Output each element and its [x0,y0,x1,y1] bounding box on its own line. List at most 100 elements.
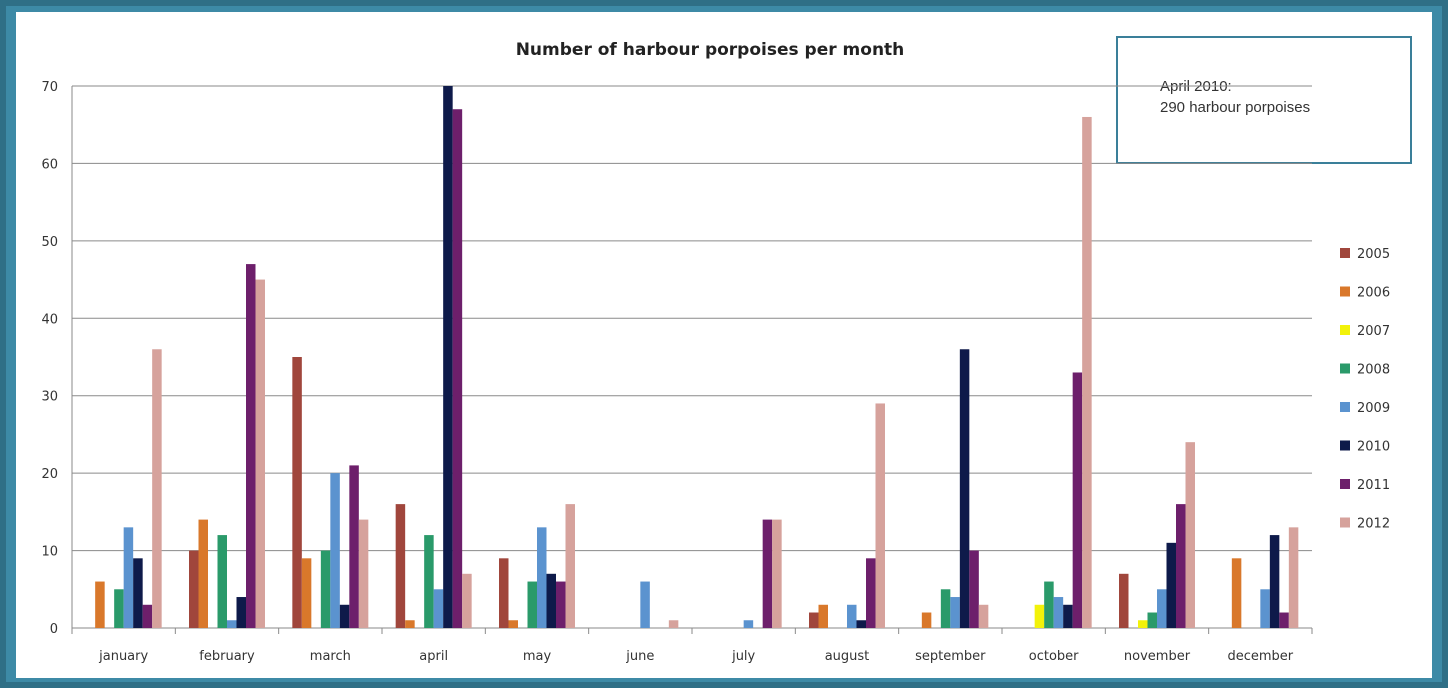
bar-2011-march [349,465,359,628]
annotation-box: April 2010: 290 harbour porpoises [1116,36,1412,164]
legend-swatch-2005 [1340,248,1350,258]
bar-2011-november [1176,504,1186,628]
legend-swatch-2006 [1340,286,1350,297]
bar-2010-october [1063,604,1073,628]
legend-swatch-2010 [1340,440,1350,451]
bar-2010-march [339,604,350,628]
bar-2008-april [424,535,434,628]
y-tick-label: 50 [41,235,58,250]
bar-2008-may [527,581,537,628]
bar-2012-october [1082,116,1092,628]
bar-2009-january [123,527,134,628]
bar-2006-may [508,620,518,628]
bar-2012-december [1288,527,1299,628]
y-tick-label: 60 [41,157,58,172]
x-tick-label: november [1124,649,1191,664]
chart-title: Number of harbour porpoises per month [515,40,905,60]
legend-label-2006: 2006 [1357,286,1390,301]
x-tick-label: september [915,649,986,664]
bar-2005-august [809,612,819,628]
legend-label-2008: 2008 [1357,363,1390,378]
legend-label-2010: 2010 [1357,440,1390,455]
bar-2010-august [856,620,866,628]
legend-swatch-2011 [1340,479,1350,489]
bar-2005-april [395,504,406,628]
bar-2010-september [959,349,970,628]
bar-2005-february [189,550,199,628]
bar-2005-march [292,357,302,628]
bar-2012-may [565,504,575,628]
legend-label-2007: 2007 [1357,324,1390,339]
legend-label-2012: 2012 [1357,517,1390,532]
bar-2008-february [217,535,227,628]
bar-2009-april [433,589,444,628]
bar-2005-may [499,558,509,628]
bar-2012-april [462,573,472,628]
bar-2011-august [866,558,876,628]
bar-2010-february [236,597,246,628]
bar-2009-october [1053,597,1064,628]
bar-2006-january [95,581,105,628]
bar-2009-june [640,581,650,628]
y-tick-label: 10 [41,545,58,560]
y-tick-label: 40 [41,312,58,327]
bar-2008-march [320,550,331,628]
bar-2012-february [255,279,265,628]
bar-2005-november [1119,573,1129,628]
bar-2006-september [921,612,932,628]
legend-swatch-2007 [1340,325,1350,335]
bar-2010-november [1166,542,1176,628]
y-tick-label: 30 [41,390,58,405]
bar-2006-april [405,620,415,628]
bar-2007-november [1138,620,1148,628]
x-tick-label: february [199,649,255,664]
bar-2009-december [1260,589,1270,628]
bar-2006-march [301,558,312,628]
bar-2010-december [1269,535,1280,628]
bar-2010-may [546,573,556,628]
x-tick-label: december [1228,649,1294,664]
x-tick-label: august [825,649,870,664]
bar-2012-january [152,349,162,628]
bar-2009-may [537,527,547,628]
bar-2009-august [847,604,857,628]
bar-2011-october [1072,372,1083,628]
x-tick-label: may [523,649,552,664]
bar-2010-april [443,86,453,628]
legend-swatch-2012 [1340,517,1350,528]
bar-2008-november [1147,612,1157,628]
x-tick-label: july [731,649,755,664]
x-tick-label: april [419,649,448,664]
bar-2012-july [772,519,782,628]
bar-2011-september [969,550,979,628]
bar-2012-november [1185,442,1195,628]
x-tick-label: october [1029,649,1079,664]
bar-2012-august [875,403,885,628]
legend-label-2009: 2009 [1357,401,1390,416]
bar-2011-april [452,109,463,628]
bar-2009-november [1157,589,1167,628]
x-tick-label: january [98,649,148,664]
y-tick-label: 20 [41,467,58,482]
bar-2012-september [978,604,989,628]
bar-2007-october [1034,604,1045,628]
bar-2012-june [668,620,679,628]
bar-2011-july [762,519,773,628]
x-tick-label: june [625,649,654,664]
bar-2009-march [330,473,340,628]
legend-label-2005: 2005 [1357,247,1390,262]
bar-2009-july [743,620,754,628]
bar-2008-october [1044,581,1054,628]
bar-2010-january [133,558,143,628]
bar-2009-september [950,597,960,628]
legend-swatch-2009 [1340,402,1350,412]
bar-2006-february [198,519,208,628]
bar-2008-september [940,589,951,628]
legend-label-2011: 2011 [1357,478,1390,493]
bar-2011-december [1279,612,1289,628]
bar-2006-august [818,604,828,628]
y-tick-label: 70 [41,80,58,95]
bar-2006-december [1231,558,1242,628]
bar-2011-may [556,581,566,628]
